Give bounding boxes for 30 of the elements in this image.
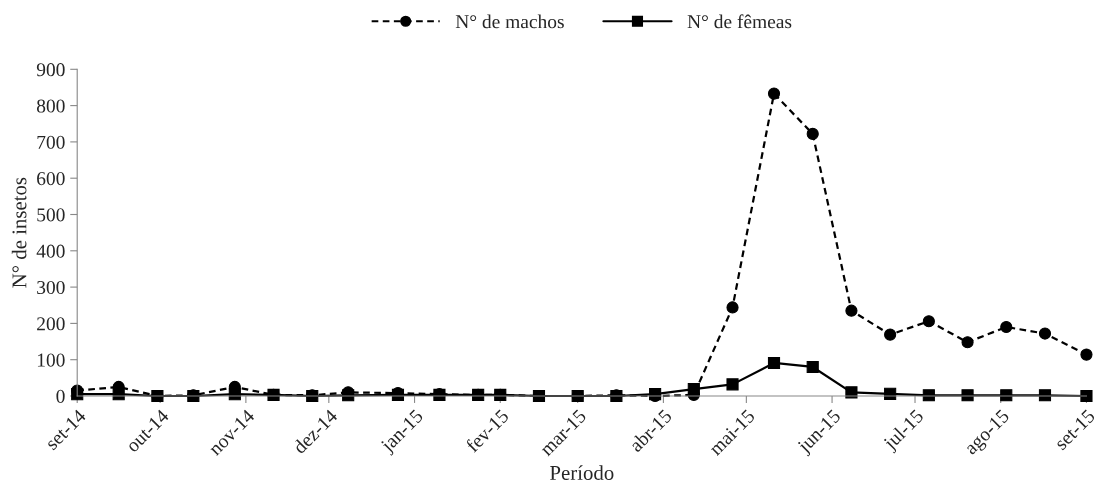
point bbox=[884, 328, 897, 341]
y-tick-label: 300 bbox=[37, 280, 65, 295]
point bbox=[267, 388, 280, 401]
y-tick-label: 100 bbox=[37, 353, 65, 367]
y-tick-label: 200 bbox=[37, 317, 65, 331]
point bbox=[961, 336, 974, 349]
point bbox=[767, 356, 781, 370]
y-tick-label: 600 bbox=[37, 172, 65, 186]
point bbox=[1000, 320, 1013, 334]
point bbox=[726, 378, 739, 391]
point bbox=[1080, 389, 1093, 403]
y-axis-title: N° de insetos bbox=[11, 177, 27, 288]
point bbox=[1038, 327, 1052, 340]
y-tick-label: 900 bbox=[36, 63, 65, 77]
y-tick-label: 700 bbox=[37, 135, 65, 149]
point bbox=[726, 301, 739, 314]
point bbox=[687, 383, 700, 396]
point bbox=[767, 87, 781, 100]
x-axis-title: Período bbox=[550, 465, 614, 480]
legend-label: N° de machos bbox=[455, 14, 564, 29]
point bbox=[922, 315, 935, 328]
y-tick-label: 500 bbox=[37, 208, 65, 222]
legend-label: N° de fêmeas bbox=[687, 14, 792, 29]
y-tick-label: 800 bbox=[36, 99, 65, 113]
point bbox=[1080, 348, 1093, 361]
point bbox=[806, 127, 819, 140]
point bbox=[845, 304, 858, 317]
y-tick-label: 0 bbox=[56, 389, 65, 403]
point bbox=[806, 360, 819, 374]
y-tick-label: 400 bbox=[36, 244, 65, 258]
